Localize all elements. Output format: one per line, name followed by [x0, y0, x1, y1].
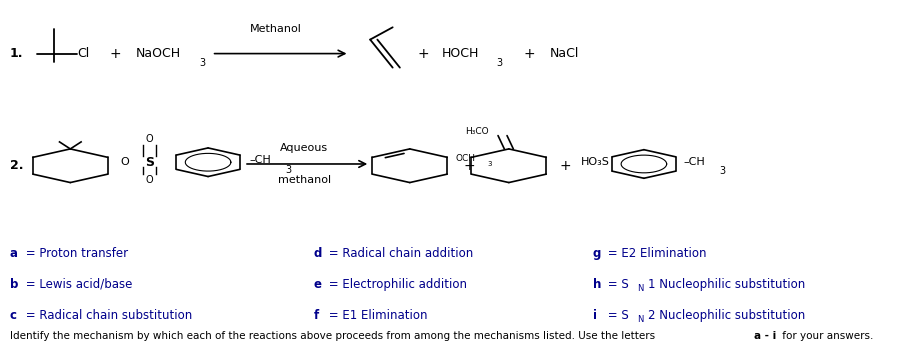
Text: c: c	[10, 309, 17, 321]
Text: = Proton transfer: = Proton transfer	[22, 247, 128, 260]
Text: a - i: a - i	[754, 331, 776, 341]
Text: O: O	[146, 175, 153, 185]
Text: a: a	[10, 247, 18, 260]
Text: –CH: –CH	[683, 157, 705, 167]
Text: b: b	[10, 278, 18, 291]
Text: N: N	[638, 284, 644, 293]
Text: = E1 Elimination: = E1 Elimination	[325, 309, 428, 321]
Text: –CH: –CH	[249, 156, 271, 166]
Text: 1.: 1.	[10, 47, 24, 60]
Text: O: O	[120, 157, 130, 167]
Text: e: e	[313, 278, 322, 291]
Text: 2 Nucleophilic substitution: 2 Nucleophilic substitution	[649, 309, 805, 321]
Text: +: +	[463, 159, 475, 173]
Text: 3: 3	[199, 58, 205, 68]
Text: = S: = S	[604, 278, 629, 291]
Text: h: h	[593, 278, 601, 291]
Text: O: O	[146, 135, 153, 145]
Text: Aqueous: Aqueous	[280, 143, 329, 153]
Text: 1 Nucleophilic substitution: 1 Nucleophilic substitution	[649, 278, 805, 291]
Text: Methanol: Methanol	[250, 24, 302, 34]
Text: for your answers.: for your answers.	[779, 331, 873, 341]
Text: HO₃S: HO₃S	[581, 157, 610, 167]
Text: OCH: OCH	[456, 154, 476, 163]
Text: = Electrophilic addition: = Electrophilic addition	[325, 278, 467, 291]
Text: = E2 Elimination: = E2 Elimination	[604, 247, 707, 260]
Text: +: +	[524, 47, 535, 61]
Text: = Radical chain addition: = Radical chain addition	[325, 247, 474, 260]
Text: 3: 3	[719, 166, 726, 176]
Text: = S: = S	[604, 309, 629, 321]
Text: NaOCH: NaOCH	[136, 47, 181, 60]
Text: Cl: Cl	[78, 47, 90, 60]
Text: methanol: methanol	[278, 175, 331, 185]
Text: 2.: 2.	[10, 159, 24, 172]
Text: H₃CO: H₃CO	[466, 127, 489, 136]
Text: Identify the mechanism by which each of the reactions above proceeds from among : Identify the mechanism by which each of …	[10, 331, 659, 341]
Text: d: d	[313, 247, 322, 260]
Text: = Radical chain substitution: = Radical chain substitution	[22, 309, 192, 321]
Text: NaCl: NaCl	[550, 47, 580, 60]
Text: +: +	[418, 47, 429, 61]
Text: 3: 3	[496, 58, 502, 68]
Text: f: f	[313, 309, 319, 321]
Text: HOCH: HOCH	[441, 47, 478, 60]
Text: +: +	[560, 159, 572, 173]
Text: g: g	[593, 247, 601, 260]
Text: +: +	[110, 47, 121, 61]
Text: 3: 3	[487, 161, 492, 167]
Text: S: S	[145, 156, 154, 169]
Text: N: N	[638, 315, 644, 324]
Text: = Lewis acid/base: = Lewis acid/base	[22, 278, 132, 291]
Text: i: i	[593, 309, 596, 321]
Text: 3: 3	[285, 165, 292, 175]
